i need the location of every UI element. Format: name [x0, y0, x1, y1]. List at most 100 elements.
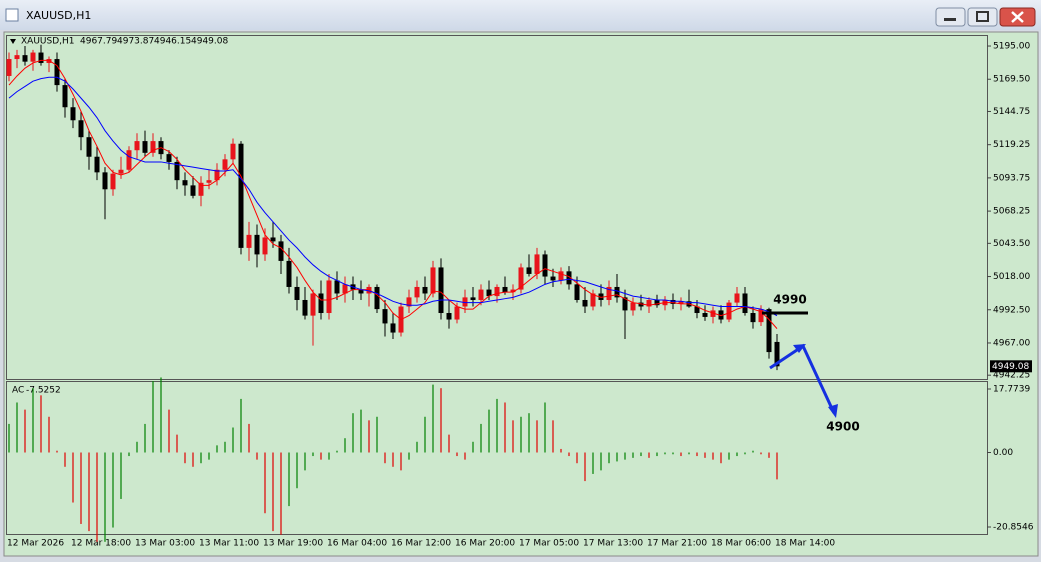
y-tick-label: 5018.00 [993, 272, 1030, 282]
candle-body [30, 52, 36, 62]
candle-body [14, 55, 20, 60]
candle-body [470, 297, 476, 300]
candle-body [774, 341, 780, 367]
candle-body [326, 280, 332, 314]
candle-body [526, 267, 532, 274]
y-tick-label: 5068.25 [993, 207, 1030, 217]
candle-body [430, 267, 436, 294]
candle-body [102, 172, 108, 190]
candle-body [246, 234, 252, 248]
high-label: 4973.87 [117, 37, 154, 47]
candle-body [342, 284, 348, 294]
symbol-label: XAUUSD,H1 [21, 37, 75, 47]
x-tick-label: 16 Mar 12:00 [391, 539, 451, 549]
main-panel [6, 35, 988, 380]
candle-body [190, 185, 196, 196]
candle-body [118, 169, 124, 174]
candle-body [86, 137, 92, 157]
moving-average [8, 76, 778, 317]
minimize-button[interactable] [935, 7, 966, 27]
price-label: 4949.08 [992, 362, 1029, 372]
price-tag [990, 360, 1032, 373]
candle-body [742, 293, 748, 314]
y-tick-label: 5195.00 [993, 42, 1030, 52]
y-tick-label: 5169.50 [993, 75, 1030, 85]
candle-body [294, 286, 300, 300]
candle-body [654, 299, 660, 306]
x-tick-label: 18 Mar 14:00 [775, 539, 835, 549]
candle-body [262, 237, 268, 255]
candle-body [46, 59, 52, 63]
candle-body [422, 286, 428, 294]
x-tick-label: 17 Mar 05:00 [519, 539, 579, 549]
candle-body [182, 180, 188, 186]
candle-body [542, 254, 548, 277]
candle-body [310, 293, 316, 316]
candle-body [6, 59, 12, 76]
candle-body [198, 182, 204, 196]
candle-body [638, 302, 644, 307]
x-tick-label: 18 Mar 06:00 [711, 539, 771, 549]
y-tick-label: 4942.25 [993, 371, 1030, 381]
x-tick-label: 12 Mar 2026 [7, 539, 64, 549]
x-tick-label: 13 Mar 03:00 [135, 539, 195, 549]
candle-body [70, 107, 76, 121]
candle-body [614, 286, 620, 298]
candle-body [94, 156, 100, 173]
x-tick-label: 13 Mar 11:00 [199, 539, 259, 549]
candle-body [726, 302, 732, 320]
candle-body [678, 301, 684, 304]
candle-body [590, 293, 596, 307]
title-bar [0, 0, 1041, 30]
candle-body [582, 299, 588, 307]
candle-body [670, 299, 676, 304]
candle-body [766, 309, 772, 353]
candle-body [446, 313, 452, 320]
window-title: XAUUSD,H1 [26, 9, 91, 22]
close-label: 4949.08 [191, 37, 228, 47]
candle-body [238, 143, 244, 248]
y-tick-label: 5144.75 [993, 107, 1030, 117]
minimize-icon [944, 18, 956, 21]
level-label: 4990 [773, 293, 806, 307]
candle-body [462, 297, 468, 307]
candle-body [142, 141, 148, 153]
y-tick-label: 4967.00 [993, 338, 1030, 348]
candle-body [150, 141, 156, 153]
candle-body [126, 150, 132, 170]
candle-body [734, 293, 740, 303]
arrow-head [793, 344, 806, 353]
candle-body [366, 286, 372, 294]
candle-body [702, 313, 708, 317]
candle-body [206, 180, 212, 183]
candle-body [222, 159, 228, 170]
y-tick-label: 17.7739 [993, 384, 1030, 394]
candle-body [710, 310, 716, 317]
y-tick-label: 0.00 [993, 448, 1013, 458]
x-tick-label: 16 Mar 20:00 [455, 539, 515, 549]
candle-body [230, 143, 236, 160]
candle-body [478, 289, 484, 300]
x-tick-label: 17 Mar 13:00 [583, 539, 643, 549]
candle-body [254, 234, 260, 255]
candle-body [414, 286, 420, 298]
x-tick-label: 17 Mar 21:00 [647, 539, 707, 549]
indicator-name: AC [12, 386, 24, 396]
x-tick-label: 12 Mar 18:00 [71, 539, 131, 549]
candle-body [510, 289, 516, 293]
candle-body [390, 323, 396, 333]
candle-body [270, 237, 276, 242]
y-tick-label: 5119.25 [993, 140, 1030, 150]
candle-body [134, 141, 140, 151]
candle-body [646, 299, 652, 307]
maximize-button[interactable] [967, 7, 998, 27]
candle-body [166, 154, 172, 162]
window-icon [5, 8, 19, 22]
indicator-panel [6, 381, 988, 535]
candle-body [558, 271, 564, 281]
candle-body [502, 286, 508, 293]
maximize-icon [976, 11, 989, 22]
candle-body [438, 267, 444, 314]
candle-body [38, 52, 44, 63]
